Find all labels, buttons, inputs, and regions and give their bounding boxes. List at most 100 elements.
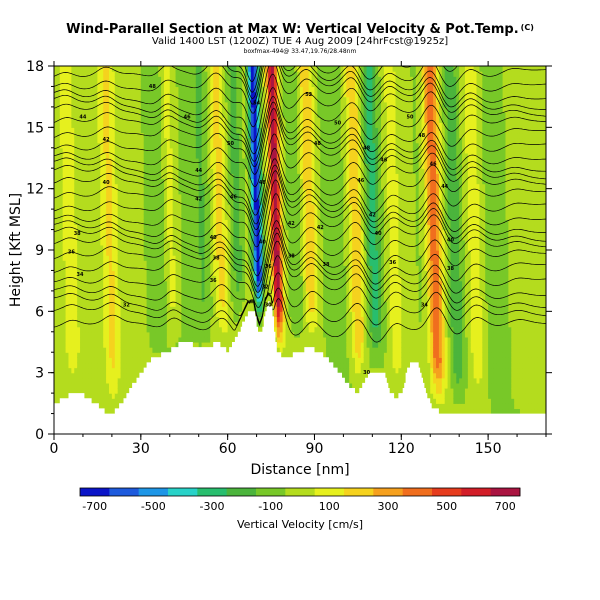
w-cell: [108, 280, 113, 287]
w-cell: [169, 147, 174, 154]
w-cell: [137, 214, 142, 220]
w-cell: [201, 336, 206, 343]
w-cell: [71, 66, 75, 72]
w-cell: [137, 306, 142, 312]
w-cell: [62, 342, 67, 348]
w-cell: [230, 301, 235, 307]
w-cell: [172, 158, 177, 164]
w-cell: [54, 377, 58, 384]
w-cell: [192, 76, 197, 82]
w-cell: [111, 367, 116, 374]
w-cell: [56, 382, 61, 389]
w-cell: [158, 188, 162, 195]
w-cell: [120, 152, 125, 159]
w-cell: [74, 347, 78, 353]
w-cell: [146, 290, 151, 297]
w-cell: [247, 101, 252, 108]
w-cell: [143, 204, 148, 210]
w-cell: [224, 86, 229, 93]
w-cell: [91, 357, 96, 364]
w-cell: [184, 234, 188, 241]
w-cell: [198, 270, 203, 277]
w-cell: [143, 137, 148, 144]
w-cell: [224, 336, 229, 343]
w-cell: [230, 275, 235, 282]
w-cell: [239, 244, 243, 251]
w-cell: [166, 275, 171, 282]
w-cell: [91, 280, 96, 287]
w-cell: [181, 311, 185, 318]
w-cell: [163, 112, 168, 118]
w-cell: [178, 285, 182, 292]
w-cell: [114, 388, 119, 394]
w-cell: [68, 183, 72, 190]
w-cell: [192, 296, 197, 302]
w-cell: [132, 357, 136, 364]
w-cell: [108, 81, 113, 88]
w-cell: [137, 336, 142, 343]
w-cell: [207, 81, 211, 88]
w-cell: [169, 198, 174, 205]
w-cell: [230, 209, 235, 215]
w-cell: [204, 142, 208, 149]
w-cell: [213, 188, 217, 195]
w-cell: [80, 183, 84, 190]
w-cell: [207, 106, 211, 113]
w-cell: [71, 183, 75, 190]
w-cell: [135, 183, 139, 190]
w-cell: [143, 209, 148, 215]
w-cell: [224, 106, 229, 113]
w-cell: [74, 316, 78, 323]
w-cell: [126, 198, 130, 205]
w-cell: [140, 101, 145, 108]
w-cell: [129, 382, 133, 389]
w-cell: [218, 122, 223, 128]
w-cell: [245, 142, 249, 149]
w-cell: [158, 239, 162, 246]
w-cell: [68, 86, 72, 93]
w-cell: [143, 71, 148, 77]
w-cell: [74, 127, 78, 134]
w-cell: [239, 127, 243, 134]
w-cell: [68, 280, 72, 287]
w-cell: [181, 76, 185, 82]
w-cell: [123, 81, 127, 88]
w-cell: [247, 239, 252, 246]
w-cell: [100, 219, 104, 226]
w-cell: [62, 290, 67, 297]
w-cell: [59, 270, 64, 277]
w-cell: [166, 152, 171, 159]
w-cell: [135, 96, 139, 103]
w-cell: [155, 142, 159, 149]
w-cell: [135, 342, 139, 348]
w-cell: [175, 188, 180, 195]
w-cell: [161, 86, 165, 93]
w-cell: [216, 158, 220, 164]
w-cell: [94, 250, 99, 256]
w-cell: [169, 142, 174, 149]
w-cell: [207, 255, 211, 261]
w-cell: [123, 214, 127, 220]
w-cell: [100, 204, 104, 210]
w-cell: [146, 265, 151, 272]
w-cell: [111, 270, 116, 277]
w-cell: [80, 326, 84, 333]
w-cell: [103, 71, 107, 77]
w-cell: [158, 234, 162, 241]
w-cell: [129, 290, 133, 297]
w-cell: [85, 285, 90, 292]
w-cell: [88, 234, 93, 241]
w-cell: [187, 311, 191, 318]
w-cell: [100, 127, 104, 134]
w-cell: [198, 275, 203, 282]
w-cell: [106, 342, 110, 348]
w-cell: [175, 163, 180, 169]
w-cell: [178, 147, 182, 154]
w-cell: [195, 301, 200, 307]
w-cell: [74, 219, 78, 226]
w-cell: [175, 290, 180, 297]
w-cell: [137, 152, 142, 159]
w-cell: [195, 275, 200, 282]
w-cell: [68, 357, 72, 364]
w-cell: [106, 285, 110, 292]
